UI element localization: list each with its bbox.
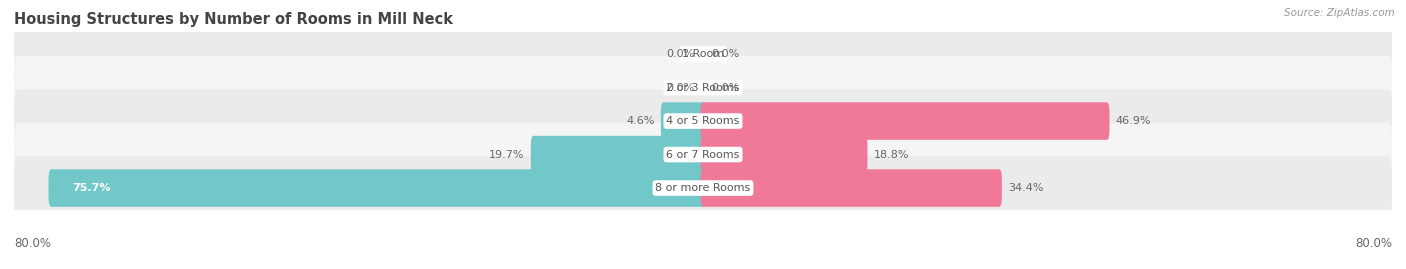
Text: 18.8%: 18.8% [873, 150, 910, 160]
Text: 80.0%: 80.0% [14, 237, 51, 250]
Text: 75.7%: 75.7% [73, 183, 111, 193]
FancyBboxPatch shape [700, 136, 868, 173]
Text: 4 or 5 Rooms: 4 or 5 Rooms [666, 116, 740, 126]
Text: 0.0%: 0.0% [711, 49, 740, 59]
Text: 0.0%: 0.0% [666, 49, 695, 59]
Text: 4.6%: 4.6% [627, 116, 655, 126]
Text: 0.0%: 0.0% [711, 83, 740, 93]
Text: Housing Structures by Number of Rooms in Mill Neck: Housing Structures by Number of Rooms in… [14, 12, 453, 27]
Text: 6 or 7 Rooms: 6 or 7 Rooms [666, 150, 740, 160]
Text: 2 or 3 Rooms: 2 or 3 Rooms [666, 83, 740, 93]
FancyBboxPatch shape [14, 89, 1392, 153]
FancyBboxPatch shape [700, 102, 1109, 140]
FancyBboxPatch shape [700, 169, 1002, 207]
Text: 46.9%: 46.9% [1115, 116, 1152, 126]
FancyBboxPatch shape [48, 169, 706, 207]
Text: 19.7%: 19.7% [489, 150, 524, 160]
Text: 8 or more Rooms: 8 or more Rooms [655, 183, 751, 193]
Text: 80.0%: 80.0% [1355, 237, 1392, 250]
FancyBboxPatch shape [14, 22, 1392, 86]
FancyBboxPatch shape [14, 156, 1392, 220]
Text: 1 Room: 1 Room [682, 49, 724, 59]
FancyBboxPatch shape [661, 102, 706, 140]
FancyBboxPatch shape [531, 136, 706, 173]
Text: 0.0%: 0.0% [666, 83, 695, 93]
Text: 34.4%: 34.4% [1008, 183, 1043, 193]
Text: Source: ZipAtlas.com: Source: ZipAtlas.com [1284, 8, 1395, 18]
FancyBboxPatch shape [14, 123, 1392, 186]
FancyBboxPatch shape [14, 56, 1392, 119]
